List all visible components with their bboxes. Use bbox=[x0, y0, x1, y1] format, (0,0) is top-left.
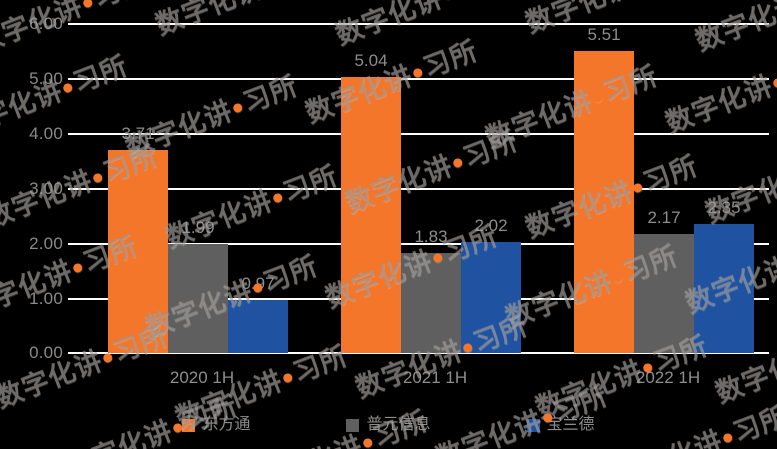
bar-label-2-0: 5.51 bbox=[587, 24, 621, 44]
bar-1-2[interactable] bbox=[461, 242, 521, 353]
bar-label-0-2: 0.97 bbox=[241, 273, 275, 293]
bar-label-0-1: 1.99 bbox=[181, 217, 215, 237]
bar-label-1-1: 1.83 bbox=[414, 226, 448, 246]
legend-label-0: 东方通 bbox=[202, 416, 251, 433]
y-tick-1: 1.00 bbox=[29, 289, 63, 308]
bar-0-1[interactable] bbox=[168, 243, 228, 353]
y-tick-2: 2.00 bbox=[29, 234, 63, 253]
bar-label-1-2: 2.02 bbox=[474, 216, 508, 236]
y-tick-0: 0.00 bbox=[29, 343, 63, 362]
bar-group-2: 5.51 2.17 2.35 bbox=[568, 8, 768, 353]
legend-item-1[interactable]: 普元信息 bbox=[346, 416, 431, 433]
bar-2-1[interactable] bbox=[634, 234, 694, 353]
bar-label-1-0: 5.04 bbox=[354, 50, 388, 70]
bar-group-0: 3.71 1.99 0.97 bbox=[102, 8, 302, 353]
bar-label-2-2: 2.35 bbox=[707, 198, 741, 218]
legend-item-2[interactable]: 宝兰德 bbox=[526, 416, 595, 433]
bar-0-2[interactable] bbox=[228, 299, 288, 353]
bar-2-2[interactable] bbox=[694, 224, 754, 353]
bar-group-1: 5.04 1.83 2.02 bbox=[335, 8, 535, 353]
y-tick-3: 3.00 bbox=[29, 179, 63, 198]
gridline-0 bbox=[68, 352, 769, 354]
gridline-5 bbox=[68, 78, 769, 80]
bar-label-2-1: 2.17 bbox=[647, 208, 681, 227]
legend-swatch-blue-icon bbox=[526, 418, 540, 432]
legend-swatch-orange-icon bbox=[182, 418, 196, 432]
legend-swatch-gray-icon bbox=[346, 418, 360, 432]
x-category-2: 2022 1H bbox=[635, 368, 701, 387]
x-category-0: 2020 1H bbox=[169, 368, 235, 387]
bar-1-1[interactable] bbox=[401, 252, 461, 353]
y-tick-6: 6.00 bbox=[29, 14, 63, 33]
bar-label-0-0: 3.71 bbox=[121, 123, 155, 143]
gridline-6 bbox=[68, 23, 769, 25]
bar-1-0[interactable] bbox=[341, 76, 401, 353]
plot-area: 6.00 5.00 4.00 3.00 2.00 1.00 0.00 3.71 … bbox=[29, 8, 769, 387]
y-tick-4: 4.00 bbox=[29, 124, 63, 143]
gridline-4 bbox=[68, 133, 769, 135]
legend-label-1: 普元信息 bbox=[366, 416, 431, 433]
x-category-1: 2021 1H bbox=[402, 368, 468, 387]
legend-label-2: 宝兰德 bbox=[546, 416, 595, 433]
chart-legend: 东方通 普元信息 宝兰德 bbox=[0, 412, 777, 438]
gridline-2 bbox=[68, 243, 769, 245]
y-tick-5: 5.00 bbox=[29, 69, 63, 88]
legend-item-0[interactable]: 东方通 bbox=[182, 417, 250, 433]
bar-2-0[interactable] bbox=[574, 50, 634, 353]
bar-0-0[interactable] bbox=[108, 149, 168, 353]
gridline-3 bbox=[68, 188, 769, 190]
